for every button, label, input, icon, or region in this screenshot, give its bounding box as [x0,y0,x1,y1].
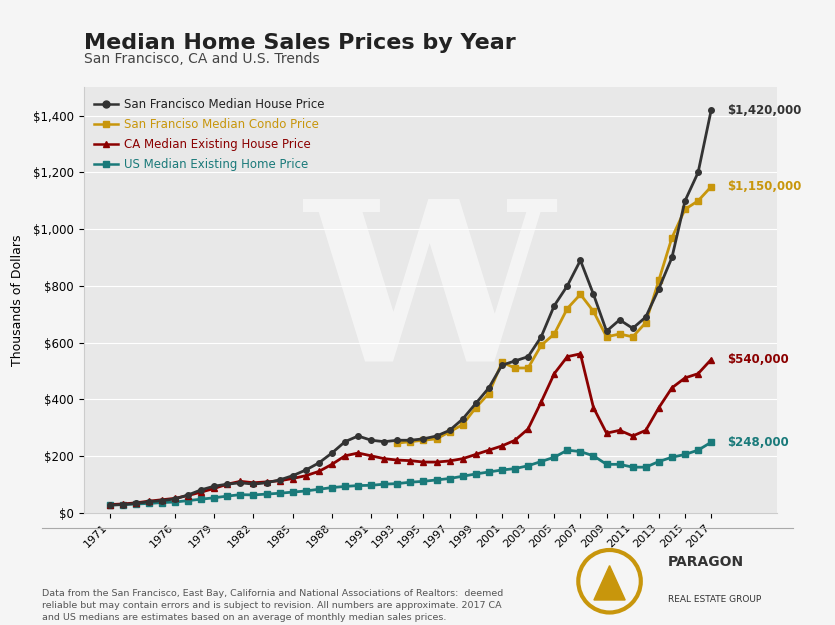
Y-axis label: Thousands of Dollars: Thousands of Dollars [12,234,24,366]
Text: W: W [306,192,554,408]
Text: Data from the San Francisco, East Bay, California and National Associations of R: Data from the San Francisco, East Bay, C… [42,589,503,622]
Text: $1,420,000: $1,420,000 [726,104,802,117]
Text: Median Home Sales Prices by Year: Median Home Sales Prices by Year [84,33,515,53]
Text: San Francisco, CA and U.S. Trends: San Francisco, CA and U.S. Trends [84,52,319,66]
Legend: San Francisco Median House Price, San Franciso Median Condo Price, CA Median Exi: San Francisco Median House Price, San Fr… [89,93,329,176]
Text: REAL ESTATE GROUP: REAL ESTATE GROUP [668,596,762,604]
Text: PARAGON: PARAGON [668,556,744,569]
Text: $540,000: $540,000 [726,353,788,366]
Text: $1,150,000: $1,150,000 [726,180,802,193]
Polygon shape [594,566,625,600]
Text: $248,000: $248,000 [726,436,788,449]
